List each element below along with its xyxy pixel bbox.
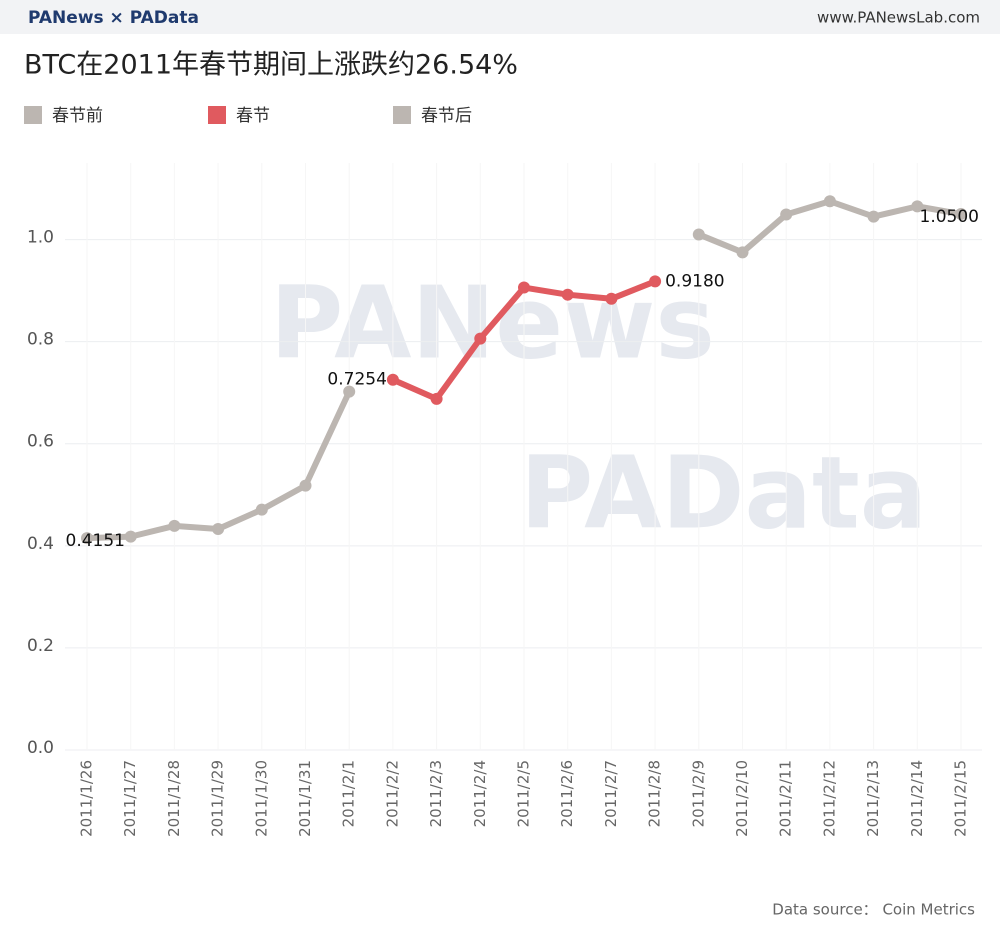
watermark: PAData	[520, 434, 927, 551]
data-label: 0.4151	[66, 531, 125, 551]
y-tick-label: 0.6	[27, 432, 54, 452]
x-tick-label: 2011/2/2	[383, 760, 401, 827]
point	[736, 246, 749, 259]
x-tick-label: 2011/2/9	[689, 760, 707, 827]
point	[867, 210, 880, 223]
point	[212, 522, 225, 535]
point	[386, 373, 399, 386]
x-tick-label: 2011/2/3	[427, 760, 445, 827]
legend-label: 春节后	[421, 106, 472, 126]
data-label: 0.7254	[327, 370, 386, 390]
x-tick-label: 2011/2/8	[646, 760, 664, 827]
x-tick-label: 2011/1/28	[165, 760, 183, 837]
legend-swatch	[393, 106, 411, 124]
point	[430, 392, 443, 405]
x-tick-label: 2011/2/11	[777, 760, 795, 837]
point	[911, 200, 924, 213]
point	[955, 208, 967, 221]
x-tick-label: 2011/1/27	[121, 760, 139, 837]
point	[255, 503, 268, 516]
legend-label: 春节	[236, 106, 270, 126]
brand: PANews × PAData	[28, 8, 199, 28]
x-tick-label: 2011/2/7	[602, 760, 620, 827]
point	[474, 332, 487, 345]
legend-label: 春节前	[52, 106, 103, 126]
x-tick-label: 2011/2/6	[558, 760, 576, 827]
x-tick-label: 2011/2/4	[471, 760, 489, 827]
x-tick-label: 2011/2/10	[733, 760, 751, 837]
point	[561, 288, 574, 301]
point	[692, 228, 705, 241]
x-tick-label: 2011/2/15	[952, 760, 970, 837]
y-tick-label: 0.8	[27, 330, 54, 350]
source: Data source： Coin Metrics	[772, 901, 975, 919]
chart-title: BTC在2011年春节期间上涨跌约26.54%	[24, 50, 518, 81]
x-tick-label: 2011/2/5	[515, 760, 533, 827]
x-tick-label: 2011/1/29	[209, 760, 227, 837]
x-tick-label: 2011/1/26	[78, 760, 96, 837]
point	[81, 532, 93, 545]
x-tick-label: 2011/2/12	[820, 760, 838, 837]
y-tick-label: 0.2	[27, 636, 54, 656]
x-tick-label: 2011/2/13	[864, 760, 882, 837]
point	[518, 281, 530, 294]
point	[649, 275, 662, 288]
header-bar	[0, 0, 1000, 34]
legend-swatch	[24, 106, 42, 124]
y-tick-label: 0.4	[27, 534, 54, 554]
point	[168, 519, 181, 532]
point	[823, 195, 836, 208]
x-tick-label: 2011/2/1	[340, 760, 358, 827]
site: www.PANewsLab.com	[817, 9, 980, 27]
point	[343, 385, 356, 398]
x-tick-label: 2011/1/31	[296, 760, 314, 837]
data-label: 0.9180	[665, 271, 724, 291]
point	[124, 530, 137, 543]
y-tick-label: 0.0	[27, 738, 54, 758]
point	[780, 208, 793, 221]
x-tick-label: 2011/1/30	[252, 760, 270, 837]
x-tick-label: 2011/2/14	[908, 760, 926, 837]
y-tick-label: 1.0	[27, 228, 54, 248]
point	[605, 292, 618, 305]
data-label: 1.0500	[920, 207, 979, 227]
legend-swatch	[208, 106, 226, 124]
point	[299, 479, 312, 492]
